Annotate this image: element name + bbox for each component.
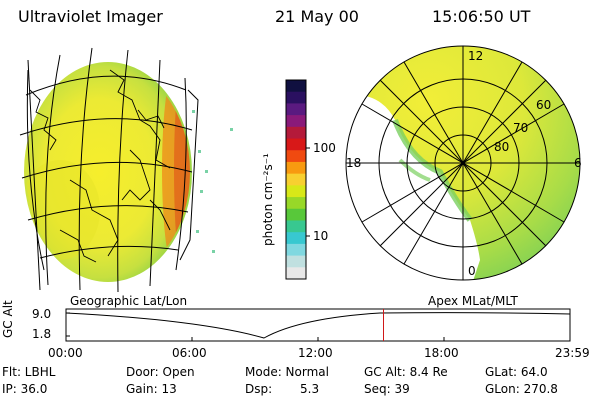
gc-alt-info: GC Alt: 8.4 Re	[364, 365, 448, 379]
colorbar-band	[286, 80, 306, 93]
colorbar-tick-100: 100	[313, 141, 336, 155]
colorbar-unit-label: photon cm⁻²s⁻¹	[261, 153, 275, 246]
colorbar-band	[286, 161, 306, 175]
timeline-ytick-low: 1.8	[32, 327, 52, 341]
mlat-label-70: 70	[513, 121, 529, 135]
glon-info: GLon: 270.8	[485, 382, 558, 396]
timeline-xtick-3: 18:00	[424, 346, 459, 360]
geographic-globe-image	[19, 47, 233, 293]
mlt-label-6: 6	[574, 156, 582, 170]
geographic-panel-label: Geographic Lat/Lon	[70, 294, 188, 308]
mlt-label-18: 18	[346, 156, 362, 170]
colorbar-band	[286, 138, 306, 151]
colorbar-tick-10: 10	[313, 229, 329, 243]
date-label: 21 May 00	[275, 7, 359, 26]
timeline-xtick-2: 12:00	[298, 346, 333, 360]
timeline-xtick-4: 23:59	[555, 346, 590, 360]
glat-info: GLat: 64.0	[485, 365, 548, 379]
mlt-label-0: 0	[468, 264, 476, 278]
timeline-ytick-high: 9.0	[32, 307, 52, 321]
colorbar-band	[286, 255, 306, 268]
colorbar-band	[286, 173, 306, 186]
mlat-label-80: 80	[494, 140, 510, 154]
mlt-label-12: 12	[468, 49, 484, 63]
dsp-label: Dsp:	[245, 382, 273, 396]
dsp-value: 5.3	[300, 382, 320, 396]
apex-panel-label: Apex MLat/MLT	[428, 294, 518, 308]
mlat-label-60: 60	[536, 98, 552, 112]
polar-plot	[345, 45, 581, 281]
mode-info: Mode: Normal	[245, 365, 329, 379]
colorbar-band	[286, 150, 306, 163]
colorbar-band	[286, 91, 306, 104]
colorbar-band	[286, 220, 306, 233]
colorbar-band	[286, 208, 306, 221]
colorbar-band	[286, 103, 306, 116]
seq-info: Seq: 39	[364, 382, 410, 396]
gc-altitude-timeline	[65, 308, 571, 342]
app-title: Ultraviolet Imager	[18, 7, 163, 26]
colorbar-band	[286, 185, 306, 198]
gain-info: Gain: 13	[126, 382, 177, 396]
colorbar-band	[286, 243, 306, 257]
timeline-xtick-1: 06:00	[172, 346, 207, 360]
colorbar-band	[286, 115, 306, 128]
color-bar	[286, 80, 306, 280]
filter-info: Flt: LBHL	[2, 365, 56, 379]
timeline-xtick-0: 00:00	[48, 346, 83, 360]
colorbar-band	[286, 126, 306, 140]
colorbar-band	[286, 267, 306, 280]
door-info: Door: Open	[126, 365, 195, 379]
timeline-ylabel: GC Alt	[1, 300, 15, 338]
time-label: 15:06:50 UT	[432, 7, 531, 26]
colorbar-band	[286, 197, 306, 210]
ip-info: IP: 36.0	[2, 382, 48, 396]
colorbar-band	[286, 232, 306, 245]
